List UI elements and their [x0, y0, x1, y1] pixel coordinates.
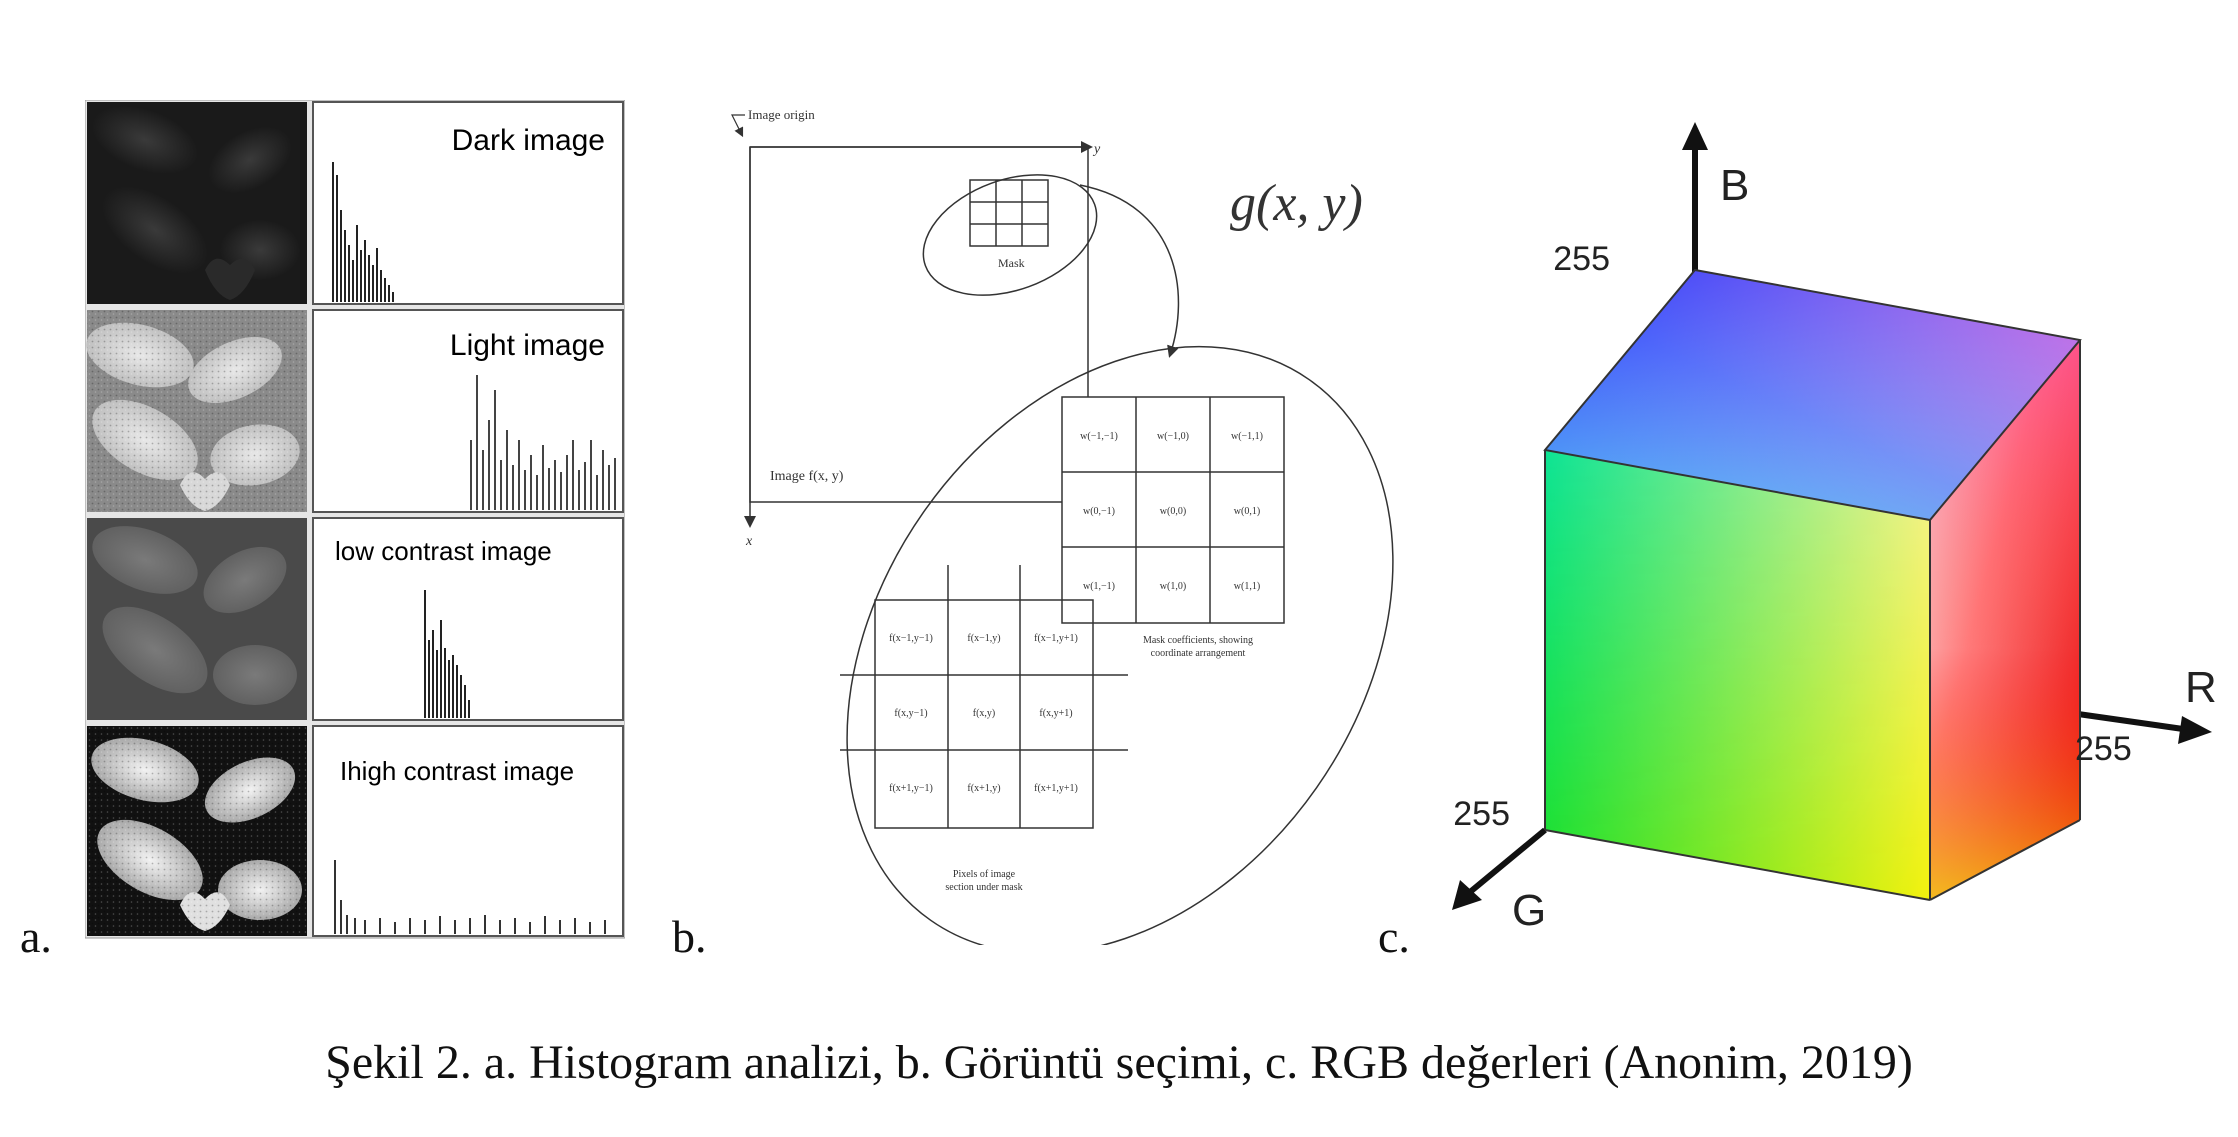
mask-coeff-cell: w(1,0): [1160, 581, 1186, 592]
axis-x-label: x: [745, 534, 753, 549]
pixel-grid: [840, 565, 1128, 829]
high-contrast-histogram-bars: [334, 860, 606, 934]
low-contrast-histogram-bars: [424, 590, 470, 718]
mask-diagram: Image origin y x Image f(x, y) Mask g(x,…: [731, 107, 1394, 945]
pixel-cell: f(x−1,y−1): [889, 633, 933, 644]
g-xy-label: g(x, y): [1230, 175, 1363, 232]
axis-b-label: B: [1720, 161, 1749, 210]
dark-histogram-bars: [332, 162, 394, 302]
pixel-cell: f(x+1,y−1): [889, 783, 933, 794]
mask-coeff-cell: w(0,−1): [1083, 506, 1115, 517]
axis-y-label: y: [1092, 142, 1101, 157]
histogram-title-low-contrast: low contrast image: [335, 536, 552, 566]
histogram-panel: Dark image Light image: [85, 100, 625, 939]
high-contrast-image-thumbnail: [87, 726, 307, 936]
g-max-label: 255: [1453, 795, 1510, 833]
histogram-title-dark: Dark image: [452, 124, 605, 157]
pixel-cell: f(x,y−1): [894, 708, 927, 719]
pixel-cell: f(x,y+1): [1039, 708, 1072, 719]
pixel-cell: f(x+1,y+1): [1034, 783, 1078, 794]
mask-coeff-cell: w(0,0): [1160, 506, 1186, 517]
mask-label: Mask: [998, 256, 1025, 270]
light-image-thumbnail: [86, 310, 307, 512]
mask-coeff-cell: w(−1,−1): [1080, 431, 1118, 442]
axis-g-label: G: [1512, 886, 1546, 935]
image-f-label: Image f(x, y): [770, 469, 844, 484]
mask-coeff-cell: w(0,1): [1234, 506, 1260, 517]
panel-b-letter: b.: [672, 911, 707, 962]
mask-coeff-cell: w(−1,1): [1231, 431, 1263, 442]
panel-c-letter: c.: [1378, 911, 1410, 962]
pixel-cell: f(x+1,y): [967, 783, 1000, 794]
panel-a-letter: a.: [20, 911, 52, 962]
light-histogram-bars: [470, 375, 616, 510]
mask-coefficients-grid: [1061, 396, 1285, 624]
mask-coeff-cell: w(−1,0): [1157, 431, 1189, 442]
pixel-cell: f(x−1,y+1): [1034, 633, 1078, 644]
low-contrast-image-thumbnail: [87, 518, 307, 720]
rgb-cube-diagram: B 255 R 255 255 G: [1452, 122, 2217, 935]
image-rectangle: [749, 146, 1089, 503]
b-max-label: 255: [1553, 240, 1610, 278]
mask-coeff-cell: w(1,−1): [1083, 581, 1115, 592]
r-max-label: 255: [2075, 730, 2132, 768]
zoom-ellipse: [846, 345, 1394, 945]
mask-caption-line1: Mask coefficients, showing: [1143, 635, 1253, 646]
histogram-title-light: Light image: [450, 329, 605, 362]
pixel-cell: f(x,y): [973, 708, 996, 719]
mask-caption-line2: coordinate arrangement: [1151, 648, 1246, 659]
axis-r-label: R: [2185, 663, 2217, 712]
figure-caption: Şekil 2. a. Histogram analizi, b. Görünt…: [325, 1036, 1913, 1089]
histogram-title-high-contrast: Ihigh contrast image: [340, 756, 574, 786]
pixel-cell: f(x−1,y): [967, 633, 1000, 644]
image-origin-label: Image origin: [748, 107, 815, 122]
pixels-caption-line2: section under mask: [945, 882, 1022, 893]
dark-image-thumbnail: [87, 102, 307, 304]
mask-grid: [969, 179, 1049, 247]
pixels-caption-line1: Pixels of image: [953, 869, 1016, 880]
mask-coeff-cell: w(1,1): [1234, 581, 1260, 592]
